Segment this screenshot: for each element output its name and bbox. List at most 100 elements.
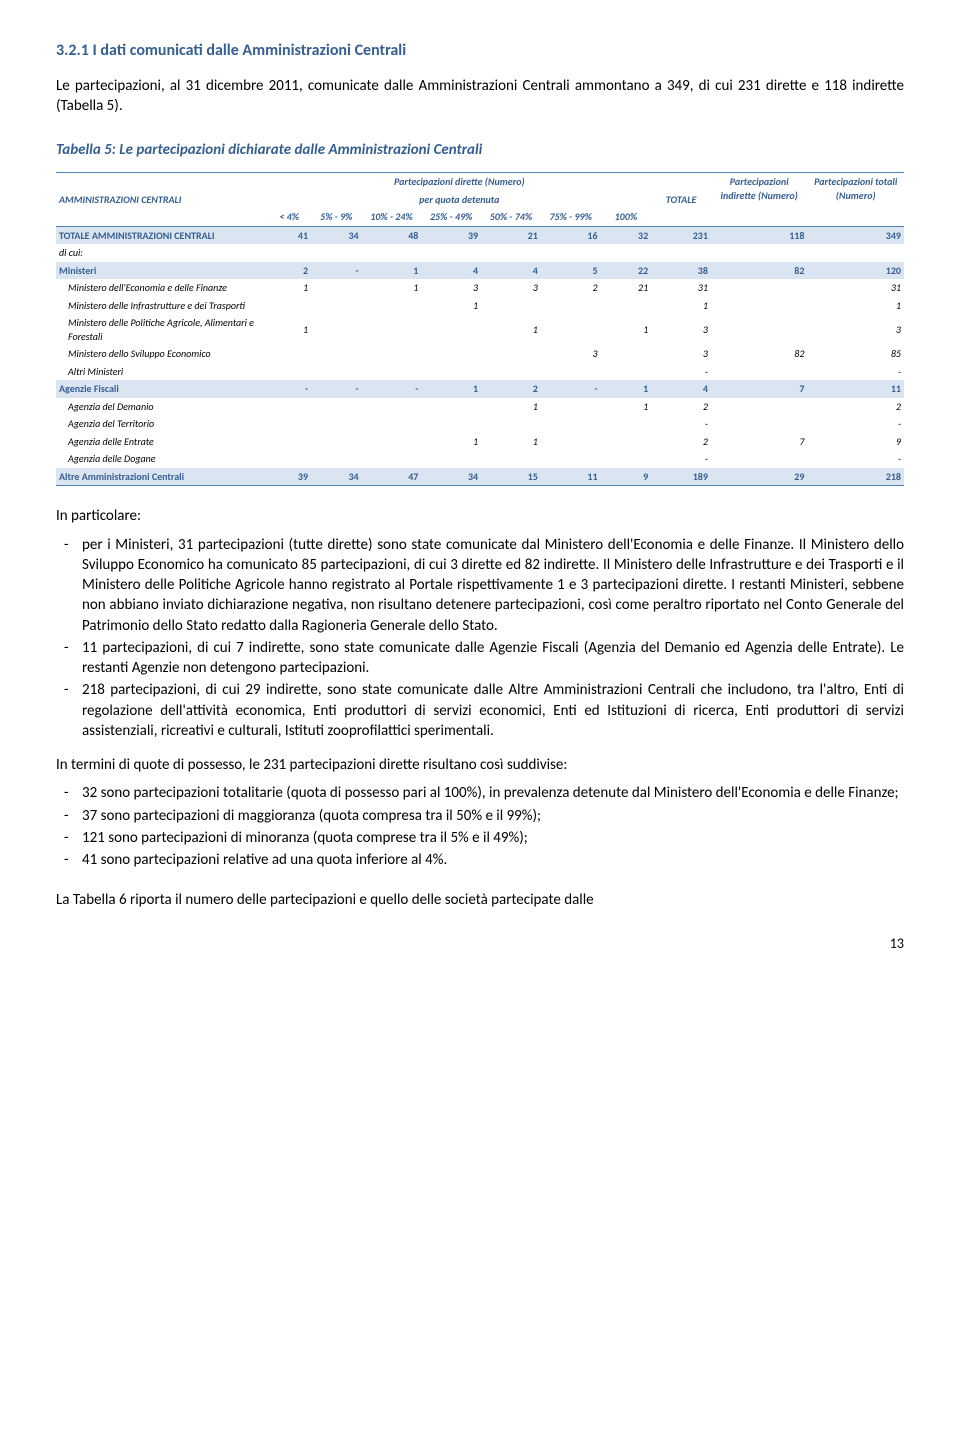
cell-value: 1 bbox=[601, 314, 652, 345]
cell-value: 32 bbox=[601, 226, 652, 244]
cell-value: 3 bbox=[807, 314, 904, 345]
cell-value: 7 bbox=[711, 433, 808, 451]
list-item: 121 sono partecipazioni di minoranza (qu… bbox=[82, 828, 904, 848]
cell-value bbox=[541, 363, 601, 381]
cell-value: 349 bbox=[807, 226, 904, 244]
cell-value bbox=[267, 363, 311, 381]
cell-value bbox=[541, 415, 601, 433]
table-row: TOTALE AMMINISTRAZIONI CENTRALI413448392… bbox=[56, 226, 904, 244]
table-row: Agenzia del Territorio - - bbox=[56, 415, 904, 433]
th-col: 5% - 9% bbox=[311, 208, 362, 226]
cell-value: 82 bbox=[711, 345, 808, 363]
cell-label: Ministero delle Infrastrutture e dei Tra… bbox=[56, 297, 267, 315]
bullet-list-2: 32 sono partecipazioni totalitarie (quot… bbox=[56, 783, 904, 870]
cell-value bbox=[362, 415, 422, 433]
cell-value bbox=[541, 398, 601, 416]
cell-value bbox=[601, 450, 652, 468]
cell-value bbox=[481, 244, 541, 262]
cell-value bbox=[311, 450, 362, 468]
cell-value: 3 bbox=[651, 314, 711, 345]
table-row: Ministero delle Infrastrutture e dei Tra… bbox=[56, 297, 904, 315]
cell-value bbox=[311, 297, 362, 315]
list-item: 218 partecipazioni, di cui 29 indirette,… bbox=[82, 680, 904, 741]
th-col: 25% - 49% bbox=[421, 208, 481, 226]
table-row: Agenzia delle Dogane-- bbox=[56, 450, 904, 468]
cell-label: Agenzie Fiscali bbox=[56, 380, 267, 398]
cell-value: - bbox=[362, 380, 422, 398]
cell-value: 34 bbox=[311, 468, 362, 486]
cell-value bbox=[541, 244, 601, 262]
cell-value: 21 bbox=[601, 279, 652, 297]
cell-value bbox=[651, 244, 711, 262]
table-row: Ministero dell'Economia e delle Finanze1… bbox=[56, 279, 904, 297]
cell-value: 82 bbox=[711, 262, 808, 280]
cell-value: 15 bbox=[481, 468, 541, 486]
cell-value: 29 bbox=[711, 468, 808, 486]
cell-value: 2 bbox=[541, 279, 601, 297]
table-row: Agenzia delle Entrate11279 bbox=[56, 433, 904, 451]
table-row: di cui: bbox=[56, 244, 904, 262]
quote-intro: In termini di quote di possesso, le 231 … bbox=[56, 755, 904, 775]
cell-value: 218 bbox=[807, 468, 904, 486]
th-col: 75% - 99% bbox=[541, 208, 601, 226]
th-perquota: per quota detenuta bbox=[267, 191, 651, 209]
cell-value bbox=[711, 363, 808, 381]
cell-value bbox=[601, 415, 652, 433]
cell-label: Agenzia del Territorio bbox=[56, 415, 267, 433]
in-particolare-label: In particolare: bbox=[56, 506, 904, 526]
cell-value bbox=[267, 345, 311, 363]
cell-value: 39 bbox=[421, 226, 481, 244]
cell-value: 4 bbox=[651, 380, 711, 398]
cell-value: - bbox=[807, 450, 904, 468]
cell-value bbox=[362, 433, 422, 451]
last-paragraph: La Tabella 6 riporta il numero delle par… bbox=[56, 890, 904, 910]
cell-label: Ministero dello Sviluppo Economico bbox=[56, 345, 267, 363]
cell-value bbox=[267, 450, 311, 468]
cell-value bbox=[267, 398, 311, 416]
cell-value: 34 bbox=[421, 468, 481, 486]
th-col: 50% - 74% bbox=[481, 208, 541, 226]
th-totale: TOTALE bbox=[651, 173, 711, 209]
cell-value bbox=[421, 345, 481, 363]
cell-value: 1 bbox=[421, 433, 481, 451]
cell-value bbox=[362, 297, 422, 315]
cell-value bbox=[362, 450, 422, 468]
cell-value: 1 bbox=[807, 297, 904, 315]
cell-value: 2 bbox=[267, 262, 311, 280]
th-dirette: Partecipazioni dirette (Numero) bbox=[267, 173, 651, 191]
cell-value: 5 bbox=[541, 262, 601, 280]
cell-label: Altri Ministeri bbox=[56, 363, 267, 381]
cell-label: Agenzia delle Dogane bbox=[56, 450, 267, 468]
cell-value bbox=[711, 415, 808, 433]
cell-value bbox=[601, 297, 652, 315]
cell-label: Ministeri bbox=[56, 262, 267, 280]
cell-value: - bbox=[807, 415, 904, 433]
cell-value bbox=[421, 415, 481, 433]
cell-value: 85 bbox=[807, 345, 904, 363]
cell-value bbox=[421, 363, 481, 381]
cell-value bbox=[362, 345, 422, 363]
table-row: Ministero delle Politiche Agricole, Alim… bbox=[56, 314, 904, 345]
cell-value bbox=[601, 244, 652, 262]
table-caption: Tabella 5: Le partecipazioni dichiarate … bbox=[56, 140, 904, 160]
th-label: AMMINISTRAZIONI CENTRALI bbox=[56, 173, 267, 227]
list-item: per i Ministeri, 31 partecipazioni (tutt… bbox=[82, 535, 904, 636]
cell-value: 1 bbox=[362, 262, 422, 280]
cell-value: - bbox=[651, 363, 711, 381]
cell-value: 118 bbox=[711, 226, 808, 244]
cell-value: - bbox=[311, 380, 362, 398]
cell-value bbox=[311, 415, 362, 433]
th-col: < 4% bbox=[267, 208, 311, 226]
cell-value: 7 bbox=[711, 380, 808, 398]
cell-value: 1 bbox=[267, 279, 311, 297]
cell-value: 1 bbox=[651, 297, 711, 315]
cell-value bbox=[711, 398, 808, 416]
cell-value: - bbox=[311, 262, 362, 280]
cell-value: - bbox=[541, 380, 601, 398]
cell-value bbox=[311, 345, 362, 363]
cell-value bbox=[267, 415, 311, 433]
cell-value: 38 bbox=[651, 262, 711, 280]
cell-value bbox=[541, 433, 601, 451]
cell-value: - bbox=[651, 415, 711, 433]
cell-value bbox=[541, 314, 601, 345]
